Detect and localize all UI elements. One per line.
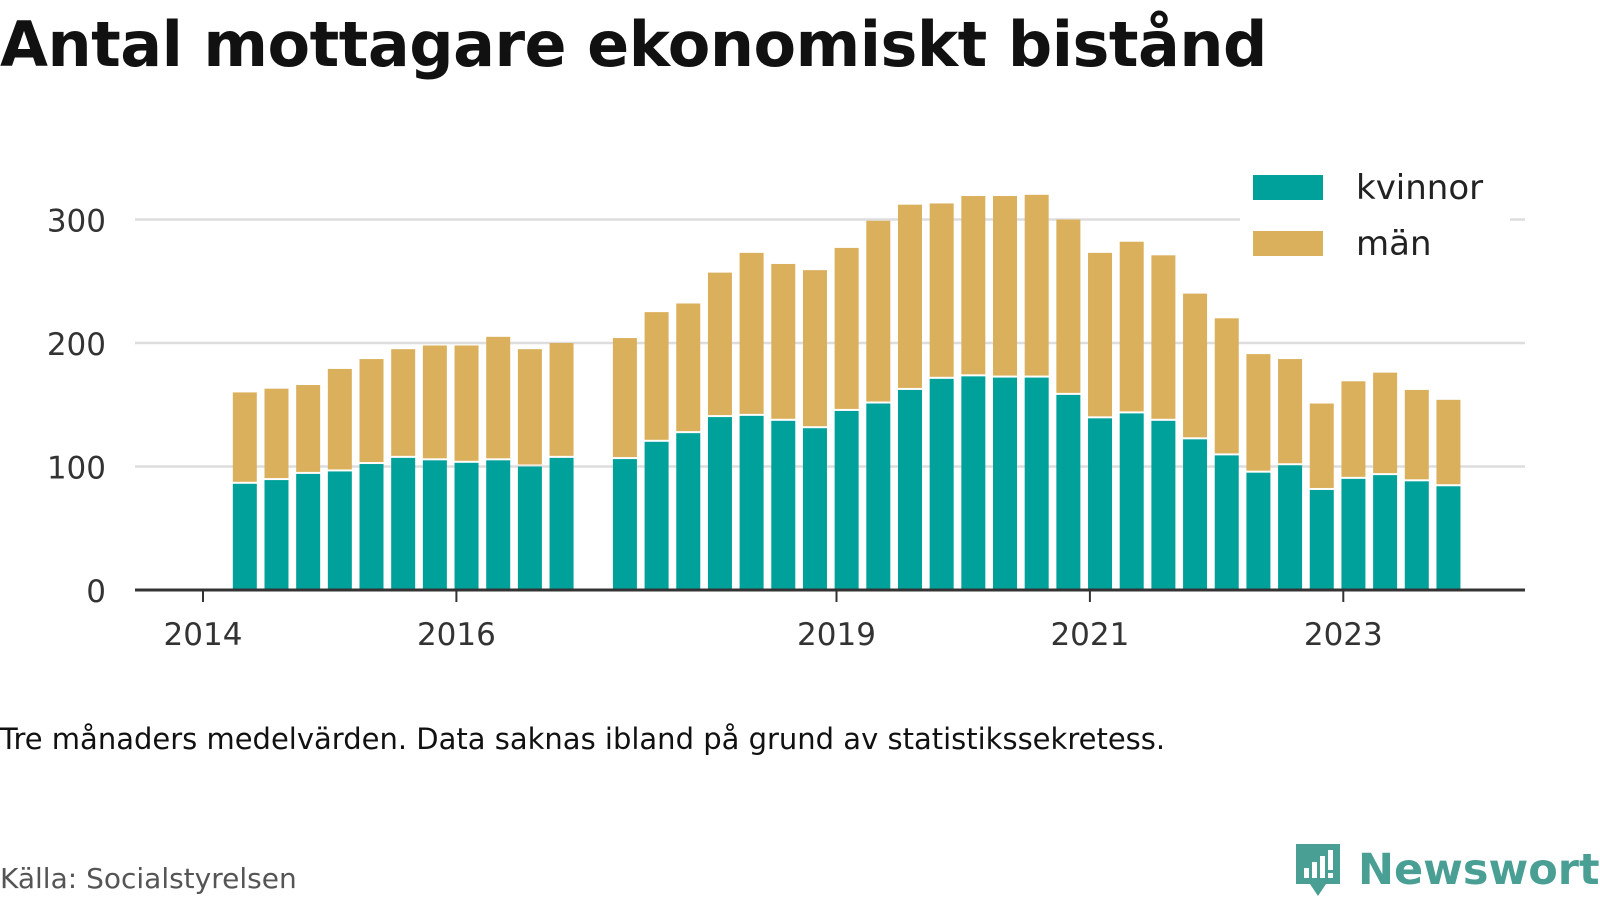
bar-man [264,388,289,479]
x-tick-label: 2014 [164,617,243,653]
bar-kvinnor [644,441,669,590]
bar-kvinnor [517,466,542,590]
bar-kvinnor [1309,489,1334,590]
bar-kvinnor [359,464,384,590]
bar-kvinnor [1278,465,1303,590]
bar-kvinnor [486,460,511,590]
bar-man [296,384,321,472]
bar-kvinnor [1404,481,1429,590]
bar-kvinnor [1373,475,1398,590]
bar-man [771,263,796,419]
bar-man [993,196,1018,376]
y-tick-label: 0 [86,574,106,610]
brand-name: Newsworthy [1358,845,1600,895]
bar-kvinnor [1436,486,1461,590]
bar-man [929,203,954,377]
chart-note: Tre månaders medelvärden. Data saknas ib… [0,722,1166,756]
bar-man [1404,389,1429,480]
legend-swatch-kvinnor [1253,175,1323,200]
bar-kvinnor [929,378,954,590]
brand-logo[interactable]: Newsworthy [1292,840,1600,900]
bar-man [486,336,511,459]
chart-title: Antal mottagare ekonomiskt bistånd [0,8,1267,81]
bar-man [802,270,827,427]
bar-man [612,338,637,458]
bar-man [834,247,859,409]
bar-kvinnor [739,415,764,590]
bar-kvinnor [1088,418,1113,590]
bar-man [676,303,701,432]
bar-man [422,345,447,459]
bar-kvinnor [834,410,859,590]
bar-kvinnor [707,417,732,590]
source-label: Källa: Socialstyrelsen [0,862,297,895]
bar-kvinnor [296,473,321,590]
bar-kvinnor [612,459,637,590]
bar-man [1024,194,1049,376]
bar-man [517,349,542,465]
bar-man [1056,219,1081,393]
bar-man [644,312,669,440]
bar-kvinnor [1024,377,1049,590]
bar-man [1151,255,1176,419]
bar-kvinnor [264,480,289,590]
bar-man [1436,399,1461,485]
bar-kvinnor [993,377,1018,590]
bar-man [1088,252,1113,417]
legend-label: kvinnor [1356,168,1483,208]
bar-man [1341,381,1366,477]
x-tick-label: 2023 [1304,617,1383,653]
bar-kvinnor [771,420,796,590]
bar-kvinnor [391,457,416,590]
bar-kvinnor [1341,478,1366,590]
bar-man [327,368,352,470]
legend-swatch-man [1253,231,1323,256]
y-tick-label: 300 [47,204,106,240]
bar-man [549,343,574,456]
bar-kvinnor [454,462,479,590]
bar-kvinnor [897,389,922,590]
bar-man [739,252,764,414]
bar-man [961,196,986,375]
bar-kvinnor [1056,394,1081,590]
y-tick-label: 200 [47,327,106,363]
bar-kvinnor [1151,420,1176,590]
legend-label: män [1356,224,1432,264]
bar-kvinnor [549,457,574,590]
bar-kvinnor [1183,439,1208,590]
x-tick-label: 2019 [797,617,876,653]
bar-man [707,272,732,416]
bar-man [232,392,257,482]
bar-man [454,345,479,461]
bar-man [866,220,891,402]
y-tick-label: 100 [47,451,106,487]
bar-man [391,349,416,456]
bar-kvinnor [961,376,986,590]
bar-man [1214,318,1239,454]
bar-kvinnor [232,483,257,590]
bar-man [1309,403,1334,488]
bar-man [1183,293,1208,438]
bar-kvinnor [802,428,827,590]
bar-kvinnor [327,471,352,590]
bar-man [897,204,922,388]
x-tick-label: 2021 [1050,617,1129,653]
newsworthy-icon [1296,844,1340,896]
bar-man [1119,241,1144,412]
bar-kvinnor [1246,472,1271,590]
bar-kvinnor [422,460,447,590]
bar-man [1373,372,1398,474]
x-tick-label: 2016 [417,617,496,653]
bar-kvinnor [866,403,891,590]
bar-man [1246,354,1271,471]
bar-kvinnor [1214,455,1239,590]
bar-man [1278,359,1303,464]
bar-kvinnor [676,433,701,590]
bar-man [359,359,384,463]
bar-kvinnor [1119,413,1144,590]
